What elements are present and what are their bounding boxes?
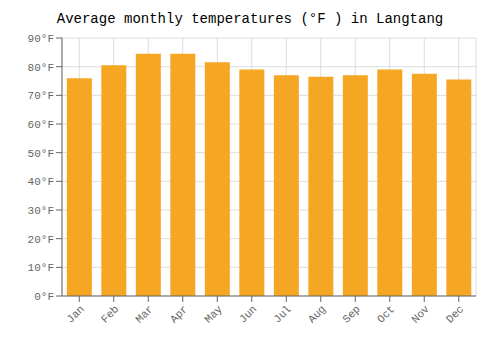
svg-text:70°F: 70°F [28, 90, 54, 102]
svg-text:Sep: Sep [340, 303, 362, 325]
svg-text:50°F: 50°F [28, 148, 54, 160]
svg-text:60°F: 60°F [28, 119, 54, 131]
svg-text:30°F: 30°F [28, 205, 54, 217]
svg-text:Feb: Feb [99, 303, 121, 325]
svg-text:Aug: Aug [306, 303, 328, 325]
html-text:Average monthly temperatures (: Average monthly temperatures (°F ) in La… [56, 11, 444, 27]
svg-text:Dec: Dec [444, 303, 466, 325]
svg-text:Mar: Mar [133, 303, 155, 325]
svg-text:80°F: 80°F [28, 62, 54, 74]
svg-text:90°F: 90°F [28, 33, 54, 45]
svg-text:May: May [202, 303, 225, 326]
svg-text:0°F: 0°F [34, 291, 54, 303]
svg-text:Jun: Jun [237, 303, 259, 325]
svg-text:40°F: 40°F [28, 176, 54, 188]
svg-text:Jul: Jul [271, 303, 293, 325]
svg-text:Jan: Jan [64, 303, 86, 325]
svg-text:Apr: Apr [168, 303, 190, 325]
svg-text:10°F: 10°F [28, 262, 54, 274]
svg-text:20°F: 20°F [28, 234, 54, 246]
svg-text:Oct: Oct [375, 303, 397, 325]
svg-text:Nov: Nov [409, 303, 432, 326]
